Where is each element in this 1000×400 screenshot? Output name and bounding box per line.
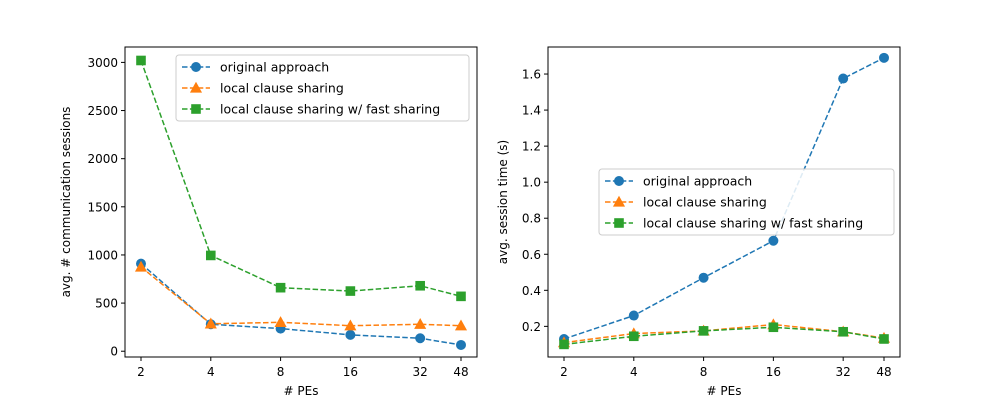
x-tick-label: 48 bbox=[876, 365, 891, 379]
data-point bbox=[456, 291, 466, 302]
legend-label: local clause sharing w/ fast sharing bbox=[643, 216, 863, 231]
x-tick-label: 16 bbox=[766, 365, 781, 379]
legend: original approach local clause sharing loc… bbox=[175, 54, 470, 122]
y-tick-label: 1.4 bbox=[522, 104, 541, 118]
plot-frame bbox=[547, 46, 901, 358]
series-line bbox=[563, 326, 885, 346]
x-tick-label: 2 bbox=[560, 365, 568, 379]
y-tick-label: 1.0 bbox=[522, 176, 541, 190]
data-point bbox=[879, 334, 889, 344]
data-point bbox=[136, 55, 146, 66]
data-point bbox=[628, 331, 639, 342]
x-tick-label: 4 bbox=[207, 365, 215, 379]
series-line bbox=[140, 266, 462, 327]
x-tick-label: 4 bbox=[630, 365, 638, 379]
data-point bbox=[838, 326, 848, 337]
data-point bbox=[415, 333, 426, 344]
data-point bbox=[414, 318, 427, 329]
x-tick-label: 8 bbox=[277, 365, 285, 379]
data-point bbox=[275, 282, 286, 293]
data-point bbox=[345, 329, 356, 340]
chart-session-time: 2 4 8 16 32 480.20.40.60.81.01.21.41.6# PEsav… bbox=[496, 46, 901, 398]
data-point bbox=[838, 73, 849, 84]
series-line bbox=[140, 60, 462, 298]
legend-marker bbox=[612, 195, 626, 207]
legend-box bbox=[175, 54, 470, 122]
y-axis-label: avg. session time (s) bbox=[496, 140, 510, 264]
y-tick-label: 0.2 bbox=[522, 320, 541, 334]
x-tick-label: 32 bbox=[836, 365, 851, 379]
series-markers bbox=[134, 260, 468, 331]
y-tick-label: 1500 bbox=[87, 200, 118, 214]
legend-marker bbox=[614, 176, 624, 186]
data-point bbox=[134, 260, 148, 272]
x-tick-label: 16 bbox=[343, 365, 358, 379]
legend-marker bbox=[191, 104, 201, 114]
y-tick-label: 1.6 bbox=[522, 68, 541, 82]
y-tick-label: 1000 bbox=[87, 248, 118, 262]
series-markers bbox=[136, 55, 466, 302]
y-tick-label: 0 bbox=[110, 345, 118, 359]
y-tick-label: 0.4 bbox=[522, 284, 541, 298]
y-tick-label: 2000 bbox=[87, 152, 118, 166]
data-point bbox=[768, 322, 779, 333]
data-point bbox=[454, 319, 468, 331]
y-tick-label: 500 bbox=[95, 297, 118, 311]
legend-marker bbox=[191, 62, 201, 72]
legend-label: original approach bbox=[220, 60, 329, 75]
x-tick-label: 32 bbox=[413, 365, 428, 379]
legend-label: original approach bbox=[643, 174, 752, 189]
legend-marker bbox=[189, 81, 203, 93]
y-tick-label: 3000 bbox=[87, 56, 118, 70]
data-point bbox=[415, 280, 425, 291]
series-line bbox=[140, 263, 462, 346]
x-axis-label: # PEs bbox=[707, 384, 742, 398]
legend-label: local clause sharing bbox=[220, 81, 344, 96]
x-tick-label: 48 bbox=[453, 365, 468, 379]
y-tick-label: 2500 bbox=[87, 104, 118, 118]
y-tick-label: 0.6 bbox=[522, 248, 541, 262]
x-tick-label: 8 bbox=[700, 365, 708, 379]
x-tick-label: 2 bbox=[137, 365, 145, 379]
y-tick-label: 0.8 bbox=[522, 212, 541, 226]
plot-frame bbox=[124, 46, 478, 358]
data-point bbox=[628, 310, 639, 321]
y-tick-label: 1.2 bbox=[522, 140, 541, 154]
data-point bbox=[344, 319, 357, 331]
series-line bbox=[563, 57, 885, 340]
data-point bbox=[698, 326, 709, 336]
legend-marker bbox=[614, 218, 624, 228]
y-axis-label: avg. # communication sessions bbox=[59, 107, 73, 298]
data-point bbox=[205, 250, 216, 261]
x-axis-label: # PEs bbox=[284, 384, 319, 398]
legend: original approach local clause sharing loc… bbox=[598, 168, 895, 236]
legend-label: local clause sharing bbox=[643, 195, 767, 210]
series-markers bbox=[559, 322, 889, 350]
data-point bbox=[768, 235, 779, 246]
data-point bbox=[345, 286, 356, 296]
data-point bbox=[879, 52, 889, 63]
data-point bbox=[204, 317, 217, 329]
legend-label: local clause sharing w/ fast sharing bbox=[220, 102, 440, 117]
data-point bbox=[559, 339, 569, 350]
data-point bbox=[456, 339, 466, 350]
legend-box bbox=[598, 168, 895, 236]
data-point bbox=[698, 272, 709, 283]
data-point bbox=[274, 316, 287, 328]
